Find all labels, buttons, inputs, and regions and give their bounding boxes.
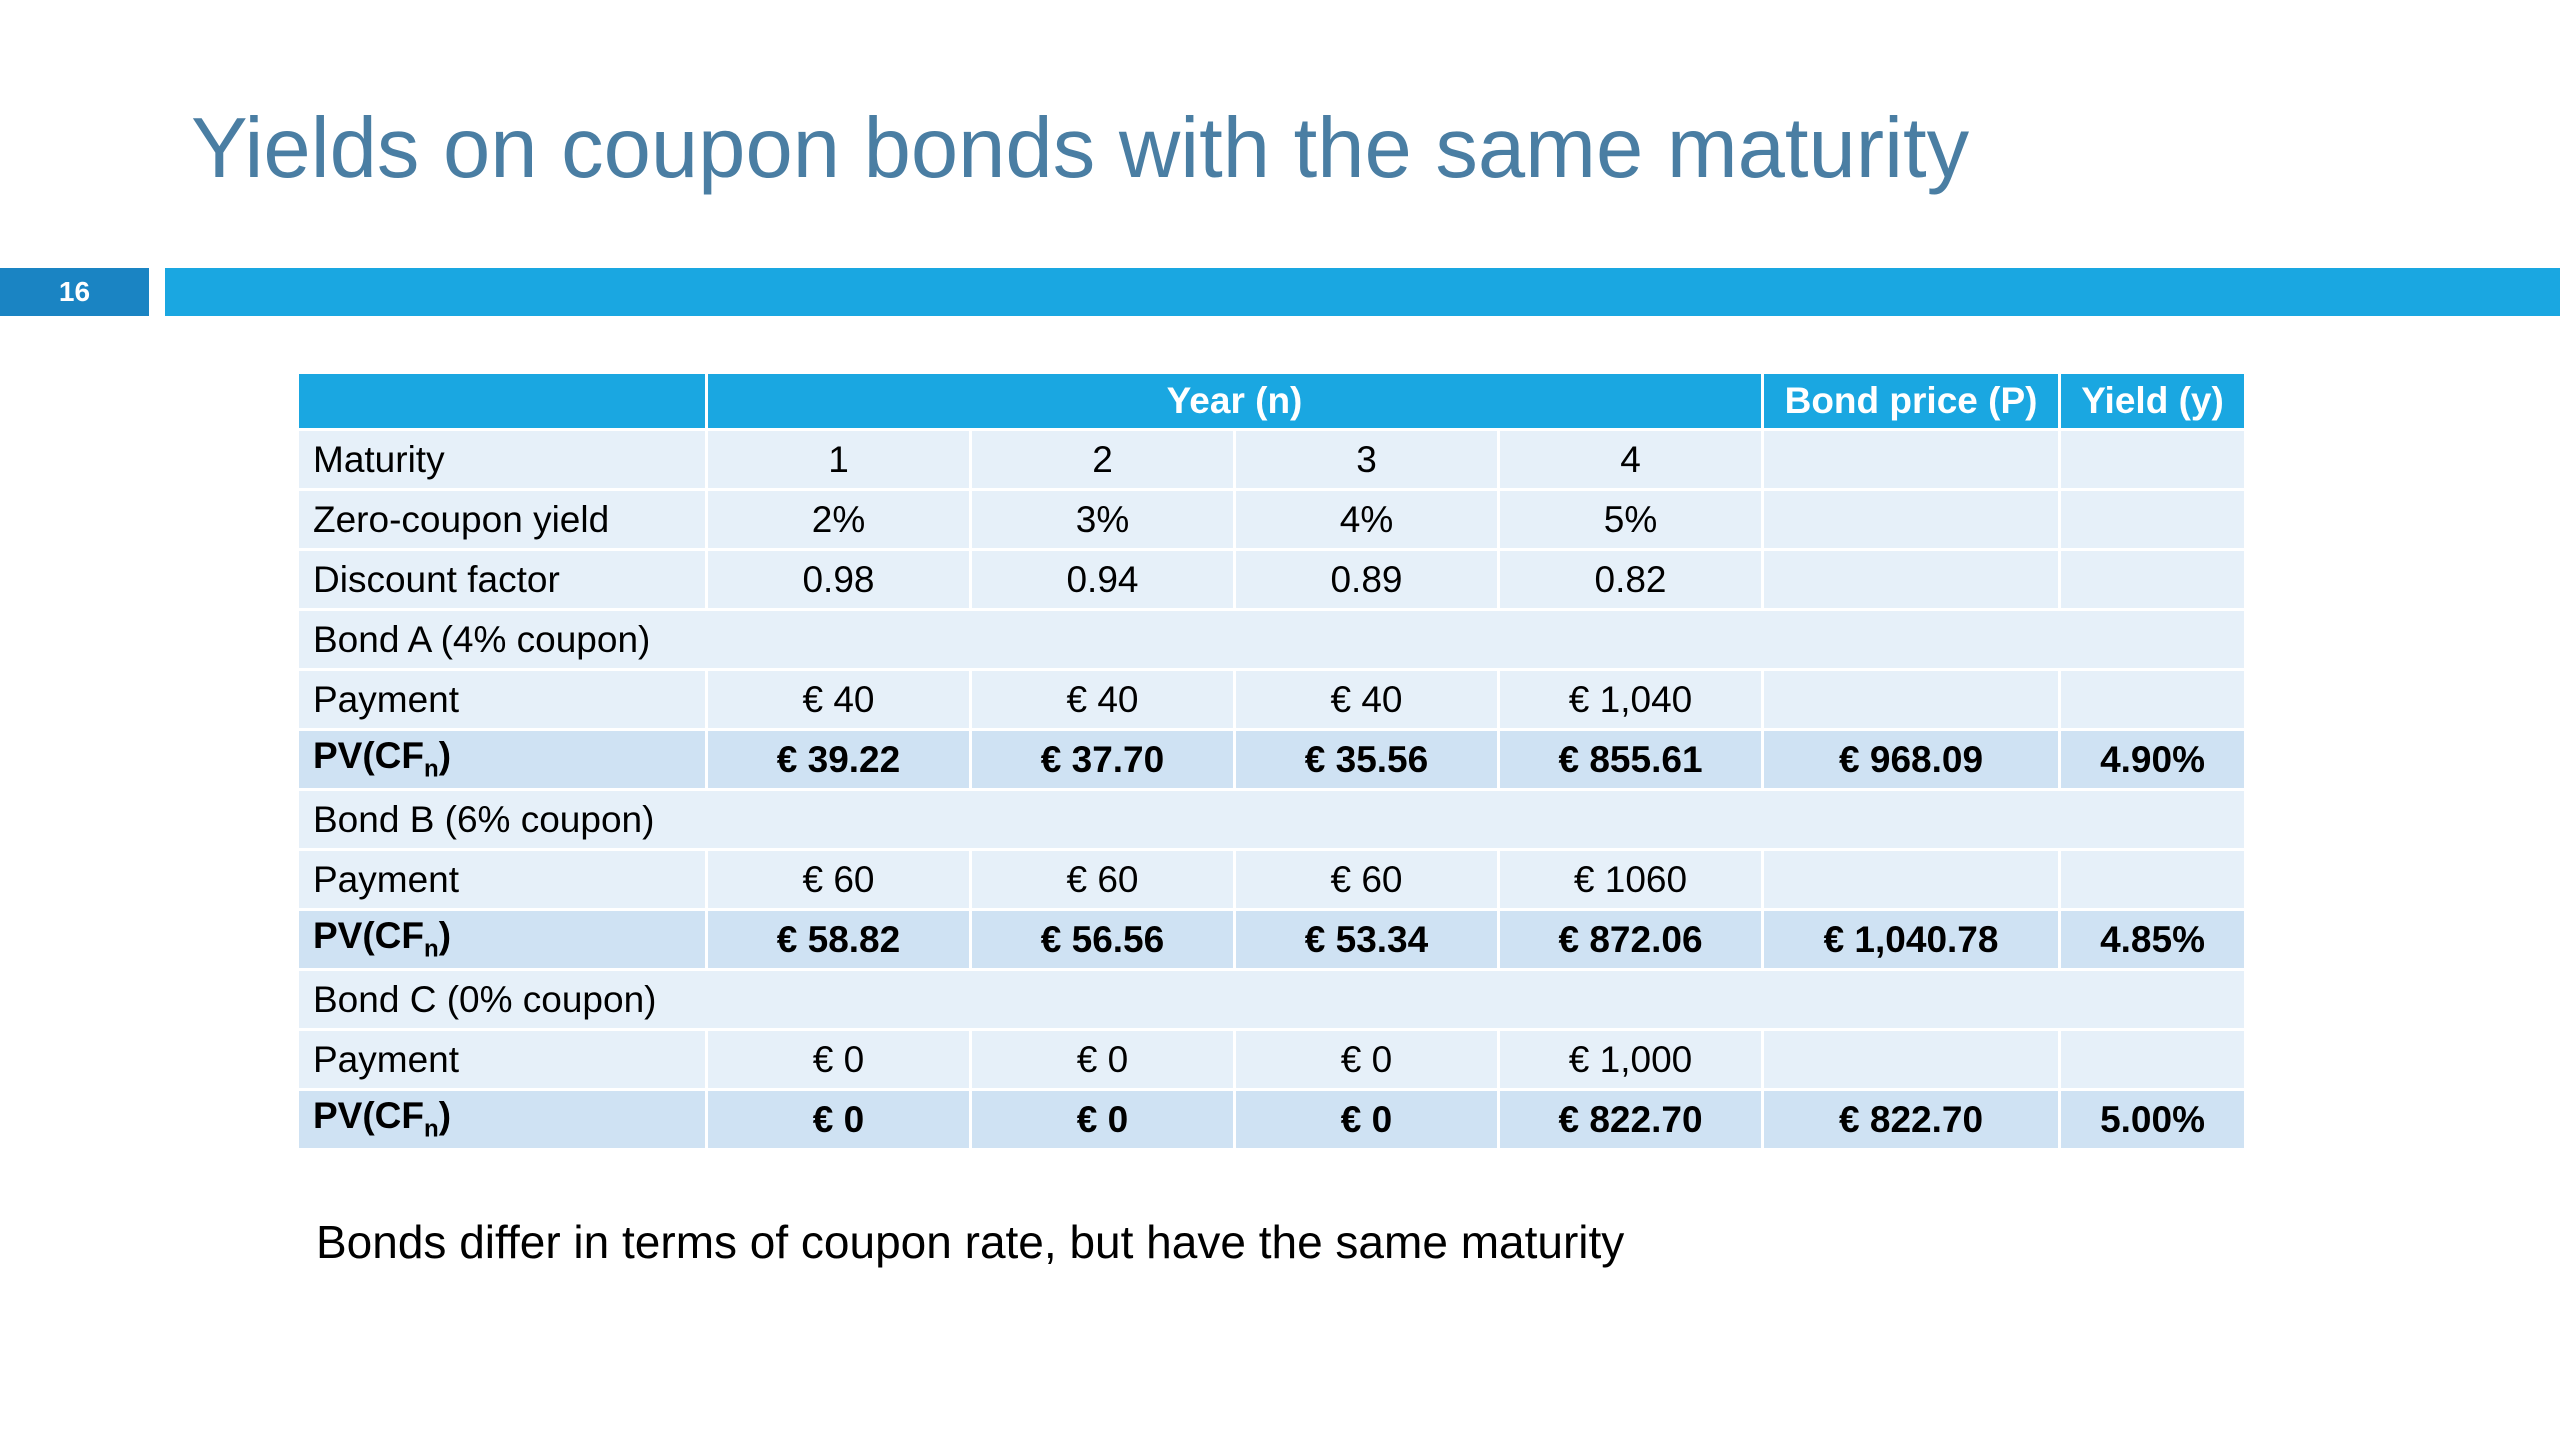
header-blank bbox=[299, 374, 705, 428]
yield-cell bbox=[2061, 491, 2245, 548]
table-row: Payment € 40 € 40 € 40 € 1,040 bbox=[299, 671, 2245, 728]
row-label-close: ) bbox=[438, 1095, 452, 1137]
year-3-cell: 3 bbox=[1236, 431, 1497, 488]
bond-price-cell bbox=[1764, 431, 2059, 488]
row-label: Discount factor bbox=[299, 551, 705, 608]
slide-title: Yields on coupon bonds with the same mat… bbox=[191, 101, 1970, 196]
header-rule bbox=[165, 268, 2560, 316]
year-4-cell: 0.82 bbox=[1500, 551, 1762, 608]
header-yield: Yield (y) bbox=[2061, 374, 2245, 428]
bond-price-cell: € 822.70 bbox=[1764, 1091, 2059, 1148]
year-4-cell: € 1,000 bbox=[1500, 1031, 1762, 1088]
year-1-cell: 0.98 bbox=[708, 551, 969, 608]
row-label-text: PV(CF bbox=[313, 915, 424, 957]
yield-cell bbox=[2061, 431, 2245, 488]
bond-price-cell bbox=[1764, 551, 2059, 608]
yield-cell: 4.85% bbox=[2061, 911, 2245, 968]
year-2-cell: € 0 bbox=[972, 1091, 1233, 1148]
year-2-cell: 2 bbox=[972, 431, 1233, 488]
year-3-cell: € 53.34 bbox=[1236, 911, 1497, 968]
header-bond-price: Bond price (P) bbox=[1764, 374, 2059, 428]
table-row: PV(CFn) € 0 € 0 € 0 € 822.70 € 822.70 5.00% bbox=[299, 1091, 2245, 1148]
year-2-cell: € 56.56 bbox=[972, 911, 1233, 968]
yield-cell bbox=[2061, 551, 2245, 608]
year-4-cell: € 855.61 bbox=[1500, 731, 1762, 788]
year-4-cell: 4 bbox=[1500, 431, 1762, 488]
row-label: PV(CFn) bbox=[299, 911, 705, 968]
row-label-subscript: n bbox=[424, 755, 439, 783]
year-4-cell: € 822.70 bbox=[1500, 1091, 1762, 1148]
row-label-subscript: n bbox=[424, 1115, 439, 1143]
bond-price-cell: € 1,040.78 bbox=[1764, 911, 2059, 968]
row-label: Zero-coupon yield bbox=[299, 491, 705, 548]
year-1-cell: € 60 bbox=[708, 851, 969, 908]
year-1-cell: 1 bbox=[708, 431, 969, 488]
row-label: Maturity bbox=[299, 431, 705, 488]
year-3-cell: € 0 bbox=[1236, 1031, 1497, 1088]
row-label-text: PV(CF bbox=[313, 735, 424, 777]
bond-price-cell bbox=[1764, 851, 2059, 908]
year-4-cell: € 872.06 bbox=[1500, 911, 1762, 968]
row-label: PV(CFn) bbox=[299, 1091, 705, 1148]
bond-price-cell bbox=[1764, 491, 2059, 548]
year-1-cell: € 58.82 bbox=[708, 911, 969, 968]
row-label-close: ) bbox=[438, 915, 452, 957]
row-label: Payment bbox=[299, 671, 705, 728]
row-label-text: PV(CF bbox=[313, 1095, 424, 1137]
year-4-cell: € 1,040 bbox=[1500, 671, 1762, 728]
yield-cell bbox=[2061, 851, 2245, 908]
row-label: Bond B (6% coupon) bbox=[299, 791, 2245, 848]
row-label: PV(CFn) bbox=[299, 731, 705, 788]
year-3-cell: 4% bbox=[1236, 491, 1497, 548]
year-3-cell: € 0 bbox=[1236, 1091, 1497, 1148]
year-2-cell: € 37.70 bbox=[972, 731, 1233, 788]
table-row: Bond C (0% coupon) bbox=[299, 971, 2245, 1028]
table-row: Bond B (6% coupon) bbox=[299, 791, 2245, 848]
year-3-cell: € 35.56 bbox=[1236, 731, 1497, 788]
yield-cell: 5.00% bbox=[2061, 1091, 2245, 1148]
year-1-cell: € 40 bbox=[708, 671, 969, 728]
row-label: Payment bbox=[299, 1031, 705, 1088]
row-label-close: ) bbox=[438, 735, 452, 777]
table-row: Zero-coupon yield 2% 3% 4% 5% bbox=[299, 491, 2245, 548]
year-1-cell: € 0 bbox=[708, 1031, 969, 1088]
year-2-cell: € 0 bbox=[972, 1031, 1233, 1088]
row-label: Bond C (0% coupon) bbox=[299, 971, 2245, 1028]
bond-price-cell bbox=[1764, 671, 2059, 728]
row-label: Payment bbox=[299, 851, 705, 908]
row-label: Bond A (4% coupon) bbox=[299, 611, 2245, 668]
year-4-cell: € 1060 bbox=[1500, 851, 1762, 908]
bond-yield-table: Year (n) Bond price (P) Yield (y) Maturi… bbox=[296, 371, 2247, 1151]
table-row: Payment € 0 € 0 € 0 € 1,000 bbox=[299, 1031, 2245, 1088]
year-3-cell: € 40 bbox=[1236, 671, 1497, 728]
year-2-cell: 0.94 bbox=[972, 551, 1233, 608]
year-3-cell: € 60 bbox=[1236, 851, 1497, 908]
header-year: Year (n) bbox=[708, 374, 1762, 428]
yield-cell: 4.90% bbox=[2061, 731, 2245, 788]
row-label-subscript: n bbox=[424, 935, 439, 963]
table-row: Bond A (4% coupon) bbox=[299, 611, 2245, 668]
slide-number: 16 bbox=[0, 268, 149, 316]
year-4-cell: 5% bbox=[1500, 491, 1762, 548]
bond-price-cell bbox=[1764, 1031, 2059, 1088]
table-row: Discount factor 0.98 0.94 0.89 0.82 bbox=[299, 551, 2245, 608]
year-1-cell: € 39.22 bbox=[708, 731, 969, 788]
table-row: Maturity 1 2 3 4 bbox=[299, 431, 2245, 488]
table-row: PV(CFn) € 39.22 € 37.70 € 35.56 € 855.61 € 96… bbox=[299, 731, 2245, 788]
year-3-cell: 0.89 bbox=[1236, 551, 1497, 608]
year-1-cell: 2% bbox=[708, 491, 969, 548]
table-row: PV(CFn) € 58.82 € 56.56 € 53.34 € 872.06 € 1,… bbox=[299, 911, 2245, 968]
yield-cell bbox=[2061, 1031, 2245, 1088]
year-2-cell: € 40 bbox=[972, 671, 1233, 728]
table-row: Payment € 60 € 60 € 60 € 1060 bbox=[299, 851, 2245, 908]
bond-price-cell: € 968.09 bbox=[1764, 731, 2059, 788]
table-header-row: Year (n) Bond price (P) Yield (y) bbox=[299, 374, 2245, 428]
year-2-cell: 3% bbox=[972, 491, 1233, 548]
year-2-cell: € 60 bbox=[972, 851, 1233, 908]
footnote: Bonds differ in terms of coupon rate, bu… bbox=[316, 1216, 1625, 1268]
year-1-cell: € 0 bbox=[708, 1091, 969, 1148]
yield-cell bbox=[2061, 671, 2245, 728]
